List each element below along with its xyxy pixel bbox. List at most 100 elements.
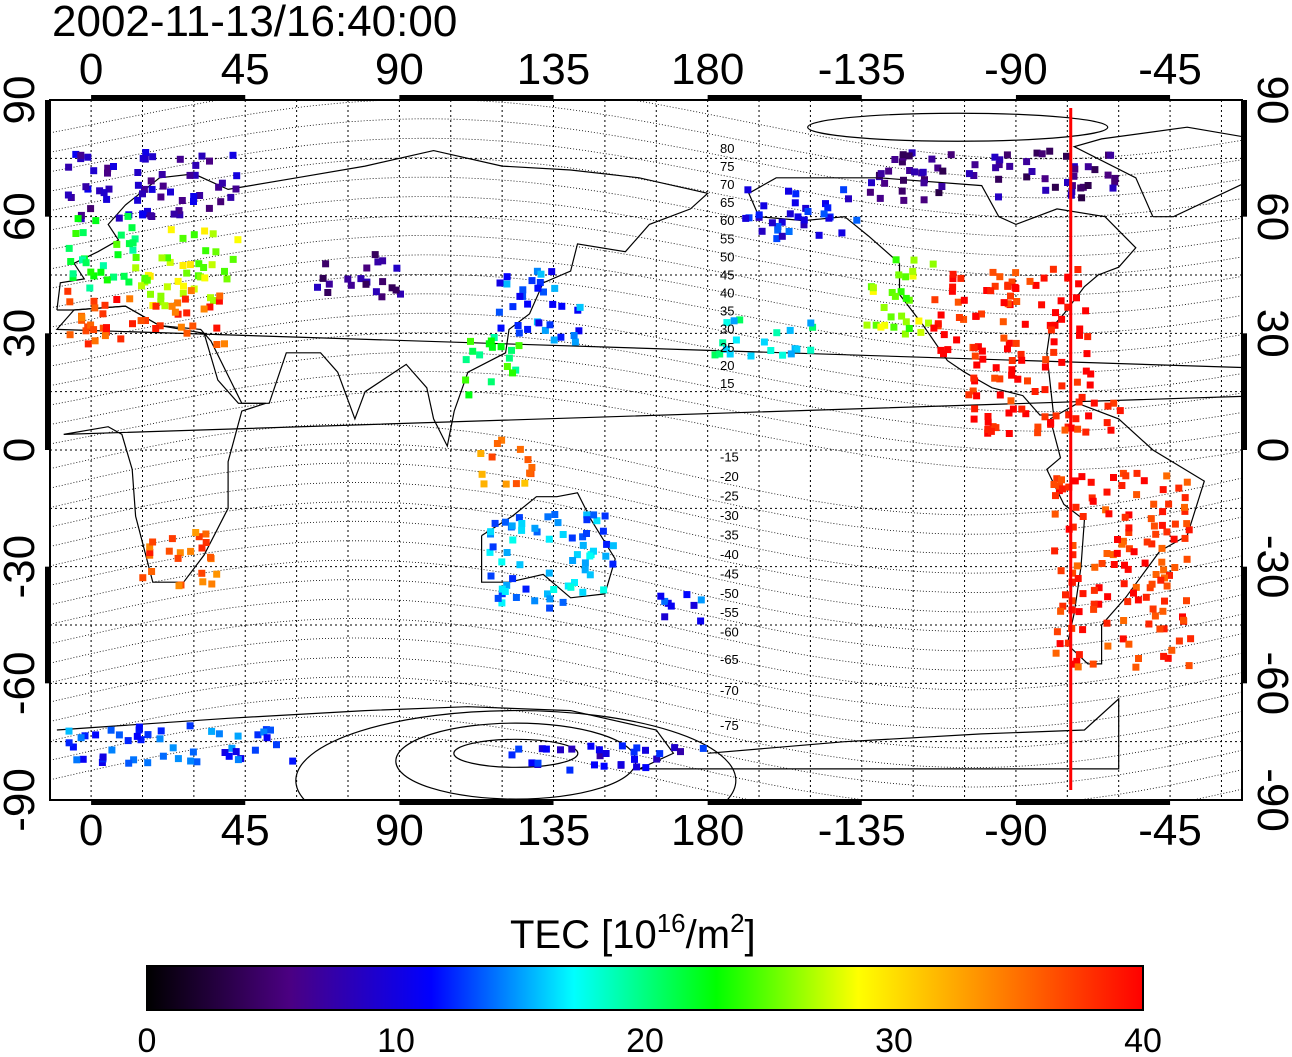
right-lat-label: -60 — [1248, 652, 1292, 716]
tec-cell — [189, 748, 197, 756]
tec-cell — [1051, 547, 1059, 555]
tec-cell — [1058, 358, 1066, 366]
tec-cell — [515, 514, 523, 522]
tec-cell — [518, 526, 526, 534]
tec-cell — [567, 583, 575, 591]
tec-cell — [524, 456, 532, 464]
tec-cell — [546, 604, 554, 612]
tec-cell — [143, 276, 151, 284]
tec-cell — [657, 592, 665, 600]
tec-cell — [1104, 402, 1112, 410]
left-lat-label: 60 — [0, 192, 44, 241]
tec-cell — [498, 599, 506, 607]
tec-cell — [206, 157, 213, 165]
tec-cell — [1185, 662, 1193, 670]
tec-cell — [170, 210, 178, 218]
tec-cell — [866, 188, 874, 196]
tec-cell — [1087, 478, 1095, 486]
tec-cell — [139, 574, 147, 582]
tec-cell — [146, 272, 154, 280]
contour-label: 60 — [720, 213, 734, 228]
coastline — [1072, 126, 1242, 218]
tec-cell — [1145, 620, 1153, 628]
contour-label: 20 — [720, 358, 734, 373]
tec-cell — [1148, 580, 1156, 588]
tec-cell — [508, 346, 515, 354]
tec-cell — [542, 745, 550, 753]
tec-cell — [78, 314, 86, 322]
tec-cell — [667, 602, 675, 610]
tec-cell — [1004, 300, 1012, 308]
tec-cell — [992, 364, 1000, 372]
contour-label: -15 — [720, 450, 739, 465]
tec-cell — [515, 745, 523, 753]
tec-cell — [198, 544, 206, 552]
tec-cell — [631, 755, 638, 763]
tec-cell — [1095, 600, 1103, 608]
tec-cell — [642, 764, 650, 772]
tec-cell — [1050, 338, 1058, 346]
tec-cell — [845, 195, 852, 203]
tec-cell — [1079, 626, 1087, 634]
tec-cell — [192, 529, 200, 536]
tec-cell — [225, 752, 233, 760]
tec-cell — [218, 179, 226, 187]
tec-cell — [1104, 171, 1112, 179]
tec-cell — [104, 164, 112, 172]
tec-cell — [697, 617, 705, 625]
tec-cell — [66, 331, 74, 339]
tec-cell — [1083, 350, 1091, 358]
tec-cell — [159, 182, 167, 190]
tec-cell — [91, 337, 99, 345]
tec-cell — [885, 167, 893, 175]
tec-cell — [69, 270, 77, 278]
tec-cell — [566, 766, 574, 774]
tec-cell — [166, 258, 174, 266]
tec-cell — [807, 319, 815, 327]
tec-cell — [919, 168, 927, 176]
tec-cell — [546, 321, 554, 329]
tec-cell — [195, 260, 203, 268]
right-lat-label: 30 — [1248, 309, 1292, 358]
tec-cell — [947, 151, 955, 159]
tec-cell — [64, 191, 72, 199]
plot-area: 80 75 70 65 60 55 50 45 40 35 30 25 20 15 -15 -20 -25 -30… — [50, 100, 1242, 800]
tec-cell — [157, 727, 165, 735]
tec-cell — [1074, 575, 1082, 582]
tec-cell — [1104, 593, 1112, 601]
tec-cell — [87, 205, 95, 213]
tec-cell — [1171, 564, 1179, 571]
tec-cell — [1082, 307, 1090, 315]
contour-label: -30 — [720, 508, 739, 523]
tec-cell — [1017, 350, 1025, 358]
tec-cell — [187, 757, 195, 765]
tec-cell — [551, 284, 559, 292]
tec-cell — [583, 530, 590, 537]
tec-cell — [965, 170, 973, 178]
tec-cell — [1165, 500, 1173, 508]
tec-cell — [744, 186, 752, 194]
tec-cell — [583, 516, 591, 524]
tec-cell — [1164, 654, 1172, 662]
tec-cell — [493, 440, 501, 447]
top-lon-label: 180 — [671, 45, 744, 94]
tec-cell — [1071, 477, 1079, 485]
tec-cell — [69, 743, 77, 751]
tec-cell — [193, 758, 201, 766]
tec-cell — [949, 270, 957, 278]
tec-cell — [569, 557, 577, 564]
tec-cell — [148, 568, 156, 575]
tec-cell — [1090, 605, 1098, 613]
tec-cell — [786, 326, 794, 334]
tec-cell — [67, 258, 75, 265]
graticule-grid — [50, 100, 1242, 800]
tec-cell — [477, 450, 485, 457]
tec-cell — [1053, 628, 1061, 636]
tec-cell — [1160, 625, 1168, 633]
tec-cell — [671, 744, 679, 752]
tec-cell — [221, 340, 228, 348]
tec-cell — [1076, 331, 1083, 339]
frame-bar-bottom — [91, 800, 246, 805]
tec-cell — [1084, 163, 1092, 171]
tec-cell — [99, 310, 107, 318]
